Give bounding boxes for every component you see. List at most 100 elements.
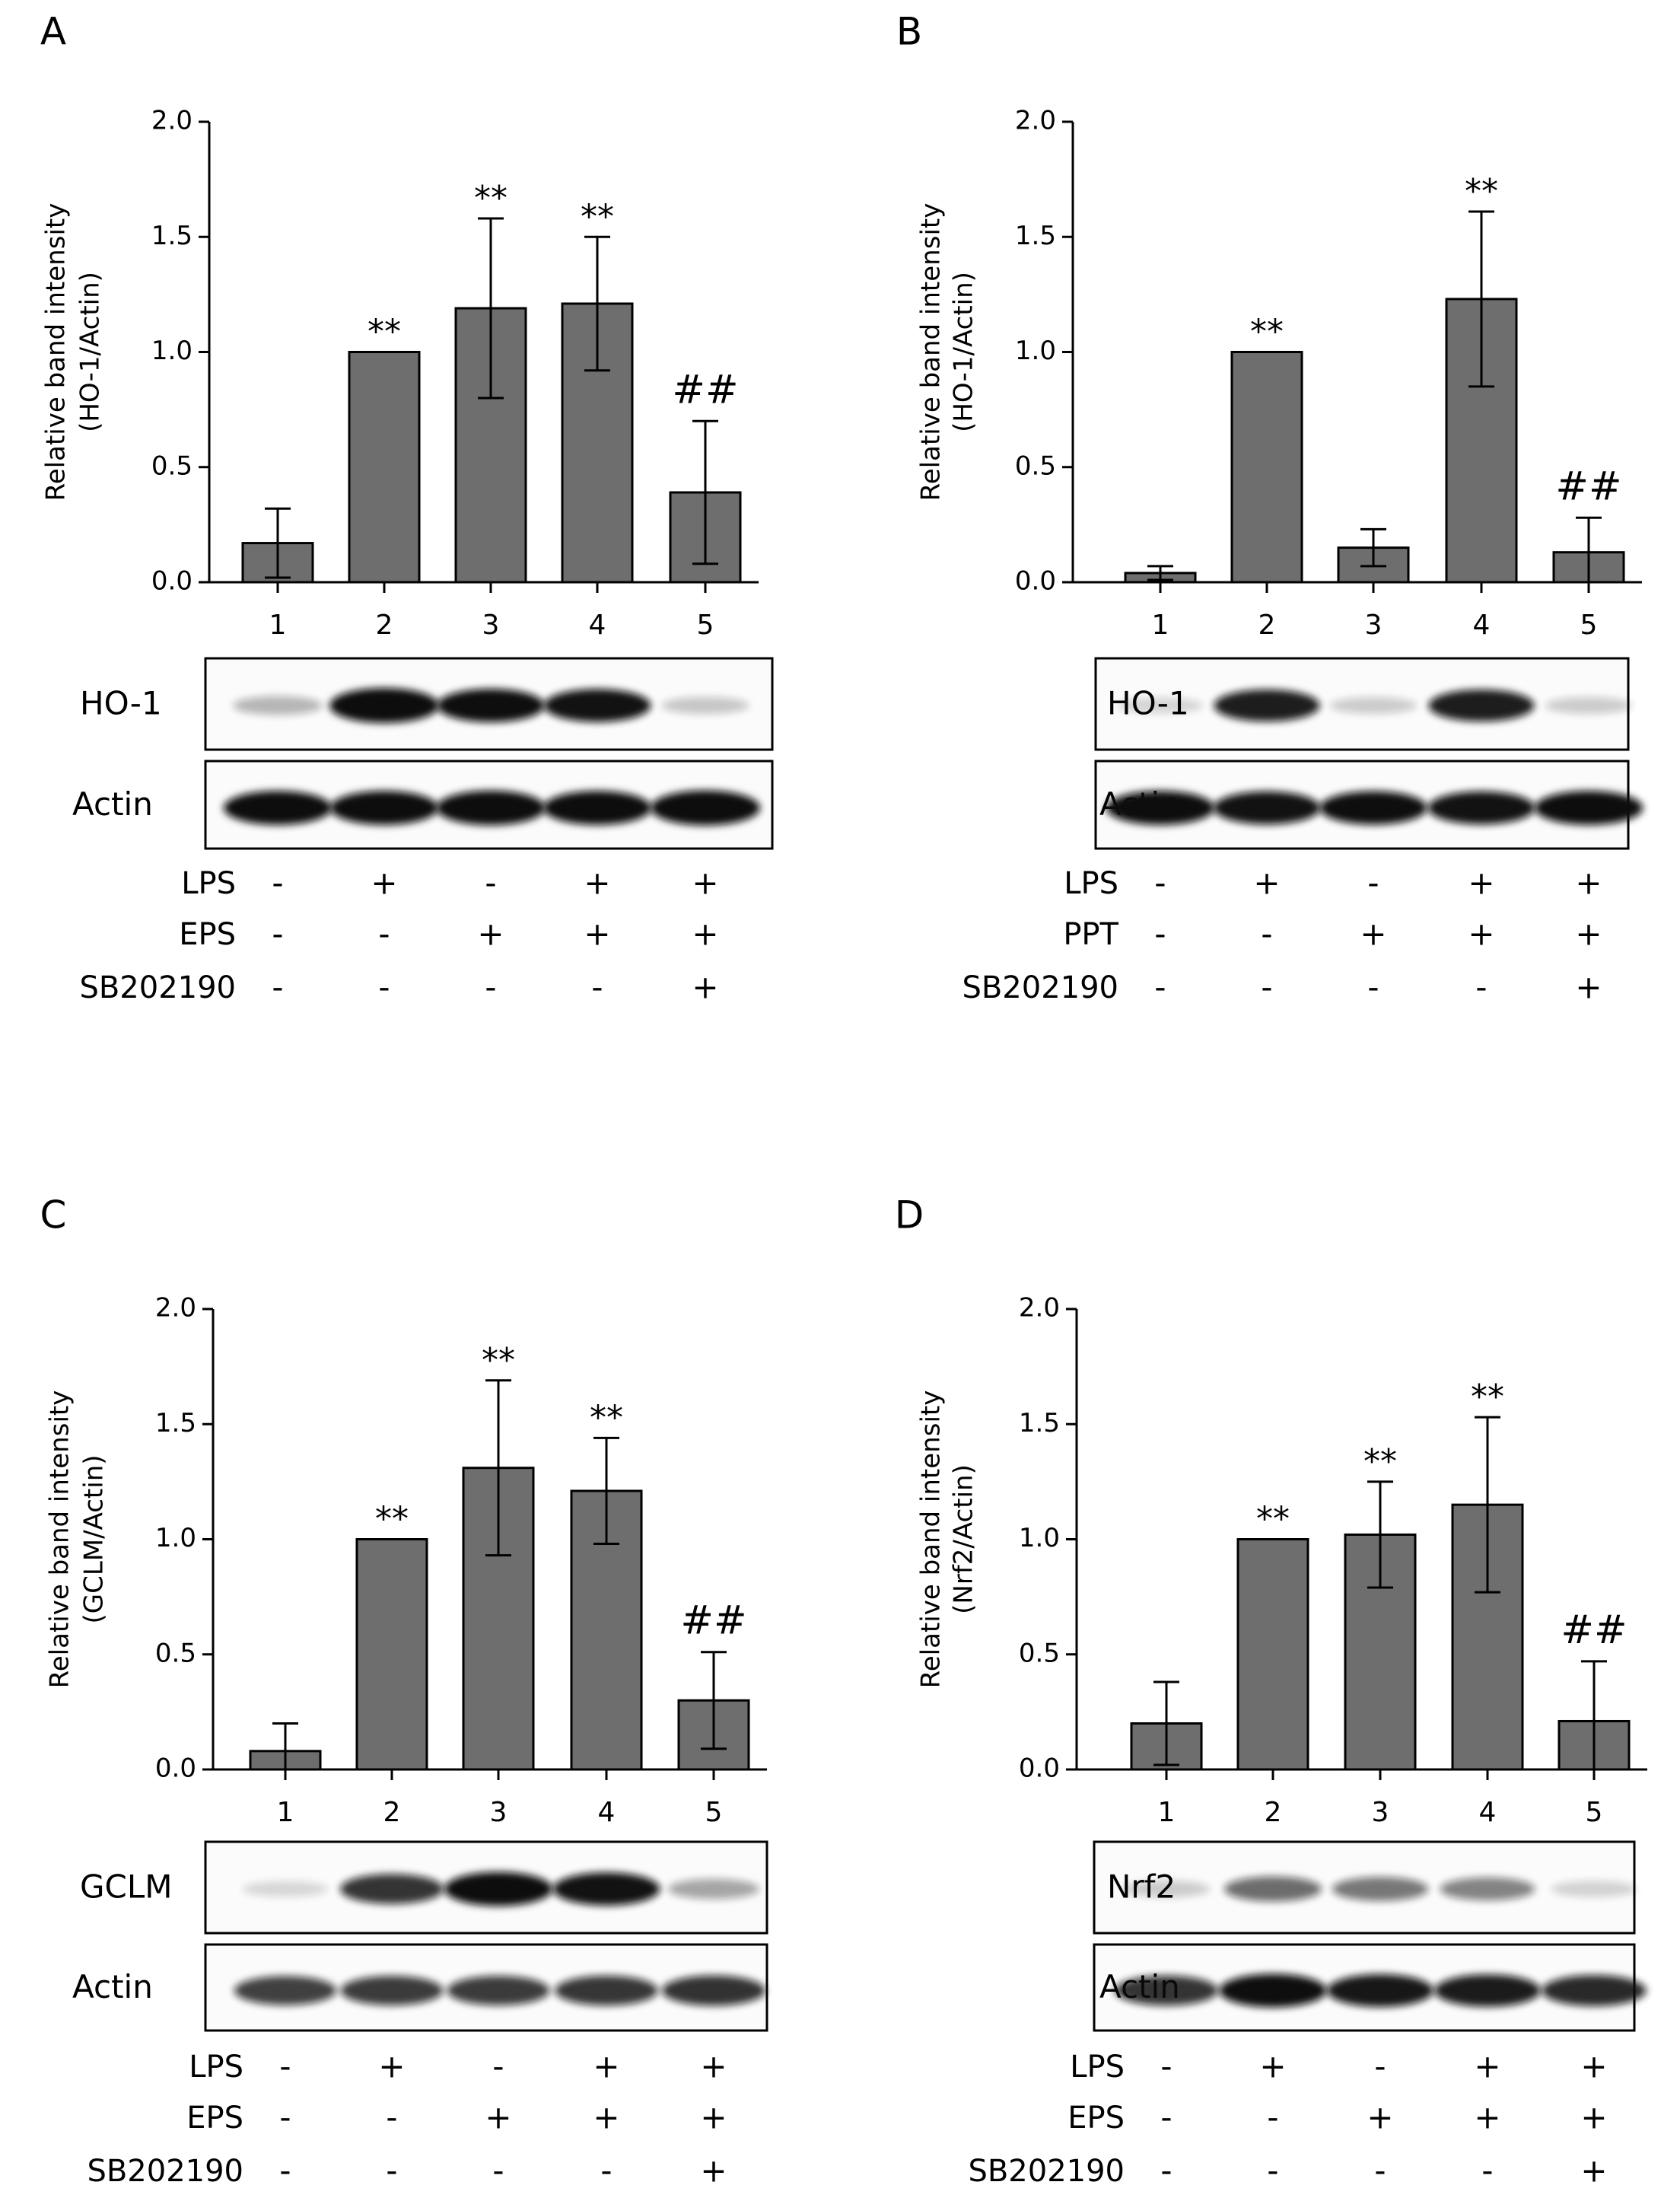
significance-marker: ** xyxy=(1250,313,1284,352)
bar-2 xyxy=(348,351,421,584)
x-tick-label: 2 xyxy=(383,1797,401,1828)
blot-actin: Actin xyxy=(1094,760,1643,850)
y-axis-label-unit: (Nrf2/Actin) xyxy=(949,1464,979,1614)
y-tick-label: 1.5 xyxy=(1019,1408,1060,1438)
panel-a: A 0.0 0.5 1.0 1.5 2.0 Relative band intensity(… xyxy=(40,10,774,1006)
treatment-sign: + xyxy=(477,916,504,953)
significance-marker: ## xyxy=(680,1598,746,1644)
band-lane-2 xyxy=(1214,689,1320,722)
y-tick-label: 2.0 xyxy=(151,106,192,136)
treatment-sign: - xyxy=(272,969,283,1006)
treatment-sign: - xyxy=(1154,916,1166,953)
band-lane-1 xyxy=(1122,1880,1211,1898)
treatment-sign: - xyxy=(1367,969,1379,1006)
band-lane-1 xyxy=(1106,791,1215,825)
y-axis-label-unit: (GCLM/Actin) xyxy=(79,1454,110,1623)
y-tick-label: 0.5 xyxy=(155,1638,196,1668)
treatment-sign: - xyxy=(378,969,390,1006)
band-lane-2 xyxy=(329,791,439,825)
treatment-label: EPS xyxy=(186,2101,243,2136)
band-lane-5 xyxy=(668,1878,759,1900)
y-axis-label: Relative band intensity xyxy=(916,203,947,502)
treatment-sign: + xyxy=(378,2048,405,2085)
treatment-sign: - xyxy=(1160,2048,1172,2085)
band-lane-5 xyxy=(1551,1881,1637,1897)
band-lane-2 xyxy=(340,1874,444,1904)
band-lane-2 xyxy=(329,688,439,723)
treatment-sign: + xyxy=(485,2099,511,2136)
x-tick-label: 3 xyxy=(1372,1797,1389,1828)
x-tick-label: 4 xyxy=(589,610,606,641)
x-tick-label: 1 xyxy=(277,1797,294,1828)
panel-letter: A xyxy=(40,10,66,54)
x-tick-label: 3 xyxy=(1365,610,1382,641)
treatment-sign: - xyxy=(1367,865,1379,902)
significance-marker: ** xyxy=(474,179,508,218)
y-axis-label-unit: (HO-1/Actin) xyxy=(949,272,979,432)
y-tick-label: 0.5 xyxy=(151,451,192,481)
band-lane-2 xyxy=(1224,1876,1322,1902)
y-tick-label: 1.0 xyxy=(1015,336,1056,366)
band-lane-3 xyxy=(444,1871,553,1906)
band-lane-2 xyxy=(1213,791,1321,825)
band-lane-1 xyxy=(242,1881,329,1897)
treatment-sign: + xyxy=(1367,2099,1393,2136)
treatment-label: SB202190 xyxy=(968,2154,1125,2189)
x-tick-label: 4 xyxy=(598,1797,616,1828)
x-tick-label: 1 xyxy=(269,610,287,641)
band-lane-3 xyxy=(1329,696,1418,715)
blot-gclm: GCLM xyxy=(80,1840,768,1935)
treatment-sign: + xyxy=(1468,916,1494,953)
blot-label: Actin xyxy=(72,785,153,823)
band-lane-2 xyxy=(340,1976,444,2005)
treatment-sign: + xyxy=(1575,865,1602,902)
blot-nrf2: Nrf2 xyxy=(1093,1840,1637,1935)
treatment-sign: - xyxy=(485,865,496,902)
y-tick-label: 1.5 xyxy=(155,1408,196,1438)
y-axis-label-unit: (HO-1/Actin) xyxy=(75,272,106,432)
band-lane-5 xyxy=(661,696,749,715)
treatment-sign: - xyxy=(492,2048,504,2085)
band-lane-4 xyxy=(552,1872,660,1906)
band-lane-1 xyxy=(234,1976,337,2005)
y-tick-label: 1.0 xyxy=(151,336,192,366)
treatment-sign: - xyxy=(1154,865,1166,902)
treatment-label: EPS xyxy=(1068,2101,1125,2136)
significance-marker: ## xyxy=(1561,1607,1627,1653)
significance-marker: ** xyxy=(368,313,401,352)
treatment-sign: + xyxy=(593,2048,619,2085)
treatment-sign: + xyxy=(700,2152,727,2190)
y-tick-label: 0.0 xyxy=(151,566,192,597)
treatment-sign: + xyxy=(692,916,718,953)
significance-marker: ** xyxy=(581,197,614,236)
treatment-sign: + xyxy=(1474,2048,1500,2085)
treatment-sign: + xyxy=(593,2099,619,2136)
treatment-sign: + xyxy=(1474,2099,1500,2136)
treatment-sign: - xyxy=(1481,2152,1493,2190)
y-tick-label: 0.5 xyxy=(1019,1638,1060,1668)
significance-marker: ** xyxy=(1471,1378,1504,1416)
y-tick-label: 1.5 xyxy=(1015,221,1056,251)
treatment-sign: - xyxy=(1475,969,1487,1006)
blot-actin: Actin xyxy=(72,1943,768,2032)
treatment-sign: + xyxy=(1575,969,1602,1006)
band-lane-4 xyxy=(1440,1877,1535,1901)
y-tick-label: 2.0 xyxy=(1015,106,1056,136)
treatment-sign: + xyxy=(371,865,397,902)
bar-2 xyxy=(1230,351,1303,584)
treatment-sign: - xyxy=(279,2048,291,2085)
significance-marker: ** xyxy=(375,1500,409,1539)
band-lane-5 xyxy=(1534,791,1643,825)
treatment-sign: + xyxy=(1468,865,1494,902)
treatment-label: LPS xyxy=(1064,866,1118,901)
y-tick-label: 1.0 xyxy=(155,1523,196,1553)
band-lane-4 xyxy=(1427,791,1535,825)
treatment-sign: - xyxy=(272,865,283,902)
band-lane-1 xyxy=(223,791,332,825)
bar-4 xyxy=(1445,298,1518,584)
treatment-sign: + xyxy=(1253,865,1280,902)
band-lane-5 xyxy=(651,790,760,826)
blot-label: HO-1 xyxy=(80,685,162,722)
x-tick-label: 5 xyxy=(1586,1797,1603,1828)
treatment-label: SB202190 xyxy=(962,970,1118,1005)
